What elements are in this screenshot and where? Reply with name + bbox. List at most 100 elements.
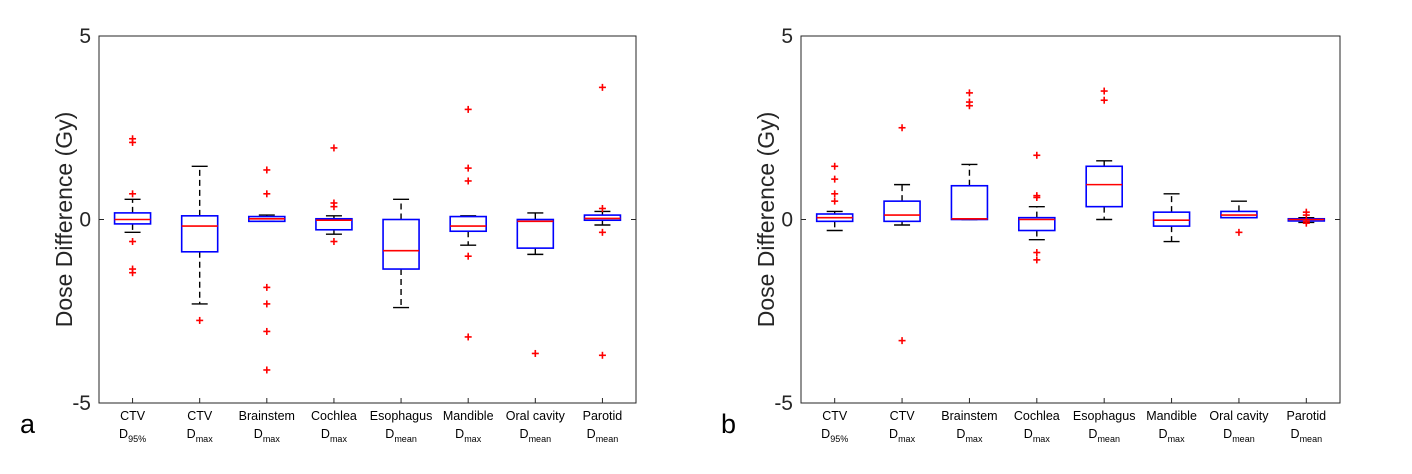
metric-subscript: mean <box>394 434 417 444</box>
x-tick-label-name: Mandible <box>1146 409 1197 423</box>
x-tick-label-name: Cochlea <box>1014 409 1060 423</box>
box-group <box>883 124 921 345</box>
x-tick-label-metric: Dmax <box>254 427 281 444</box>
outlier-marker <box>263 283 271 291</box>
metric-subscript: mean <box>1300 434 1323 444</box>
x-tick-label-metric: Dmean <box>587 427 619 444</box>
x-tick-label-metric: Dmean <box>1223 427 1255 444</box>
y-tick-label: 5 <box>79 25 91 48</box>
box-group <box>516 212 555 357</box>
x-tick-label-metric: D95% <box>821 427 848 444</box>
panel-label: b <box>721 409 736 439</box>
x-tick-label-metric: Dmax <box>1024 427 1051 444</box>
metric-letter: D <box>1291 427 1300 441</box>
metric-subscript: 95% <box>830 434 848 444</box>
metric-letter: D <box>119 427 128 441</box>
metric-subscript: mean <box>1097 434 1120 444</box>
box-group <box>180 165 219 324</box>
metric-subscript: max <box>263 434 281 444</box>
x-tick-label-metric: D95% <box>119 427 146 444</box>
box-group <box>1018 151 1056 264</box>
outlier-marker <box>263 327 271 335</box>
box-group <box>1287 208 1326 227</box>
box-group <box>113 135 152 277</box>
outlier-marker <box>1235 228 1243 236</box>
box-group <box>1085 87 1123 221</box>
x-tick-label-metric: Dmax <box>1159 427 1186 444</box>
box <box>315 217 353 231</box>
metric-letter: D <box>254 427 263 441</box>
x-tick-label-name: CTV <box>120 409 146 423</box>
outlier-marker <box>330 144 338 152</box>
outlier-marker <box>598 204 606 212</box>
y-tick-label: 0 <box>79 209 91 232</box>
outlier-marker <box>1302 219 1310 227</box>
box-group <box>583 83 622 359</box>
outlier-marker <box>464 164 472 172</box>
outlier-marker <box>831 175 839 183</box>
box-group <box>1152 193 1191 243</box>
outlier-marker <box>196 316 204 324</box>
box <box>1085 165 1123 208</box>
panel-label: a <box>20 409 36 439</box>
y-tick-label: 0 <box>781 209 793 232</box>
box-group <box>950 89 989 221</box>
metric-letter: D <box>520 427 529 441</box>
outlier-marker <box>1033 249 1041 257</box>
metric-letter: D <box>1088 427 1097 441</box>
metric-subscript: max <box>1033 434 1051 444</box>
metric-subscript: max <box>965 434 983 444</box>
x-tick-label-name: Brainstem <box>941 409 997 423</box>
outlier-marker <box>531 349 539 357</box>
metric-subscript: 95% <box>128 434 146 444</box>
outlier-marker <box>1302 211 1310 219</box>
x-tick-label-name: Cochlea <box>311 409 357 423</box>
metric-subscript: max <box>330 434 348 444</box>
box <box>950 184 989 221</box>
box <box>1018 216 1056 232</box>
x-tick-label-name: Mandible <box>443 409 494 423</box>
outlier-marker <box>598 351 606 359</box>
metric-letter: D <box>956 427 965 441</box>
box-group <box>315 144 353 246</box>
metric-letter: D <box>1024 427 1033 441</box>
x-tick-label-metric: Dmax <box>321 427 348 444</box>
outlier-marker <box>330 203 338 211</box>
metric-letter: D <box>821 427 830 441</box>
box-group <box>815 162 854 232</box>
y-axis-label: Dose Difference (Gy) <box>51 112 77 328</box>
x-tick-label-metric: Dmax <box>187 427 214 444</box>
outlier-marker <box>898 124 906 132</box>
x-tick-label-metric: Dmean <box>520 427 552 444</box>
metric-letter: D <box>1223 427 1232 441</box>
plot-frame <box>800 35 1341 404</box>
outlier-marker <box>965 89 973 97</box>
outlier-marker <box>831 190 839 198</box>
metric-subscript: mean <box>529 434 552 444</box>
box-group <box>248 166 286 374</box>
outlier-marker <box>263 190 271 198</box>
outlier-marker <box>898 337 906 345</box>
x-tick-label-name: CTV <box>890 409 916 423</box>
box <box>516 218 555 249</box>
outlier-marker <box>129 190 137 198</box>
box-group <box>449 105 487 341</box>
outlier-marker <box>1100 87 1108 95</box>
x-tick-label-metric: Dmax <box>956 427 983 444</box>
x-tick-label-metric: Dmax <box>455 427 482 444</box>
metric-subscript: max <box>464 434 482 444</box>
box <box>382 218 420 270</box>
outlier-marker <box>965 102 973 110</box>
y-axis-label: Dose Difference (Gy) <box>753 112 779 328</box>
metric-letter: D <box>321 427 330 441</box>
outlier-marker <box>330 238 338 246</box>
outlier-marker <box>129 269 137 277</box>
box <box>883 200 921 223</box>
metric-letter: D <box>889 427 898 441</box>
x-tick-label-metric: Dmax <box>889 427 916 444</box>
x-tick-label-name: CTV <box>187 409 213 423</box>
outlier-marker <box>831 197 839 205</box>
x-tick-label-name: Oral cavity <box>1209 409 1269 423</box>
